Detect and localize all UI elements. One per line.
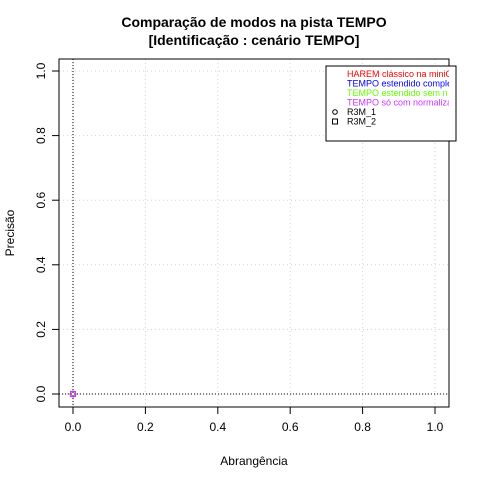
legend-entry-label: R3M_2 — [347, 117, 376, 127]
legend-box — [325, 65, 457, 142]
x-tick-label: 0.6 — [282, 420, 299, 434]
plot-frame — [58, 58, 450, 408]
legend-entry-label: TEMPO estendido sem n — [347, 88, 448, 98]
legend-entry-label: TEMPO estendido comple — [347, 79, 452, 89]
chart-subtitle: [Identificação : cenário TEMPO] — [149, 32, 360, 48]
x-tick-label: 1.0 — [427, 420, 444, 434]
legend-square-marker — [332, 118, 338, 125]
y-tick-label: 0.2 — [34, 321, 48, 338]
y-tick-label: 0.6 — [34, 192, 48, 209]
y-axis-ticks: 0.0 0.2 0.4 0.6 0.8 1.0 — [34, 62, 59, 402]
legend-entry-label: R3M_1 — [347, 107, 376, 117]
x-tick-label: 0.0 — [65, 420, 82, 434]
chart-title: Comparação de modos na pista TEMPO — [121, 14, 386, 30]
legend-entry-label: TEMPO só com normaliza — [347, 98, 452, 108]
data-points — [69, 390, 77, 398]
y-tick-label: 0.8 — [34, 127, 48, 144]
y-tick-label: 1.0 — [34, 62, 48, 79]
x-axis-label: Abrangência — [220, 454, 288, 468]
y-tick-label: 0.4 — [34, 256, 48, 273]
data-point-square — [70, 391, 76, 397]
x-axis-ticks: 0.0 0.2 0.4 0.6 0.8 1.0 — [65, 407, 444, 434]
y-axis-label: Precisão — [3, 209, 17, 256]
x-tick-label: 0.2 — [137, 420, 154, 434]
legend-circle-marker — [332, 109, 338, 115]
legend-entry-label: HAREM clássico na miniC — [347, 69, 453, 79]
y-tick-label: 0.0 — [34, 385, 48, 402]
x-tick-label: 0.4 — [209, 420, 226, 434]
x-tick-label: 0.8 — [354, 420, 371, 434]
reference-lines — [59, 59, 449, 407]
